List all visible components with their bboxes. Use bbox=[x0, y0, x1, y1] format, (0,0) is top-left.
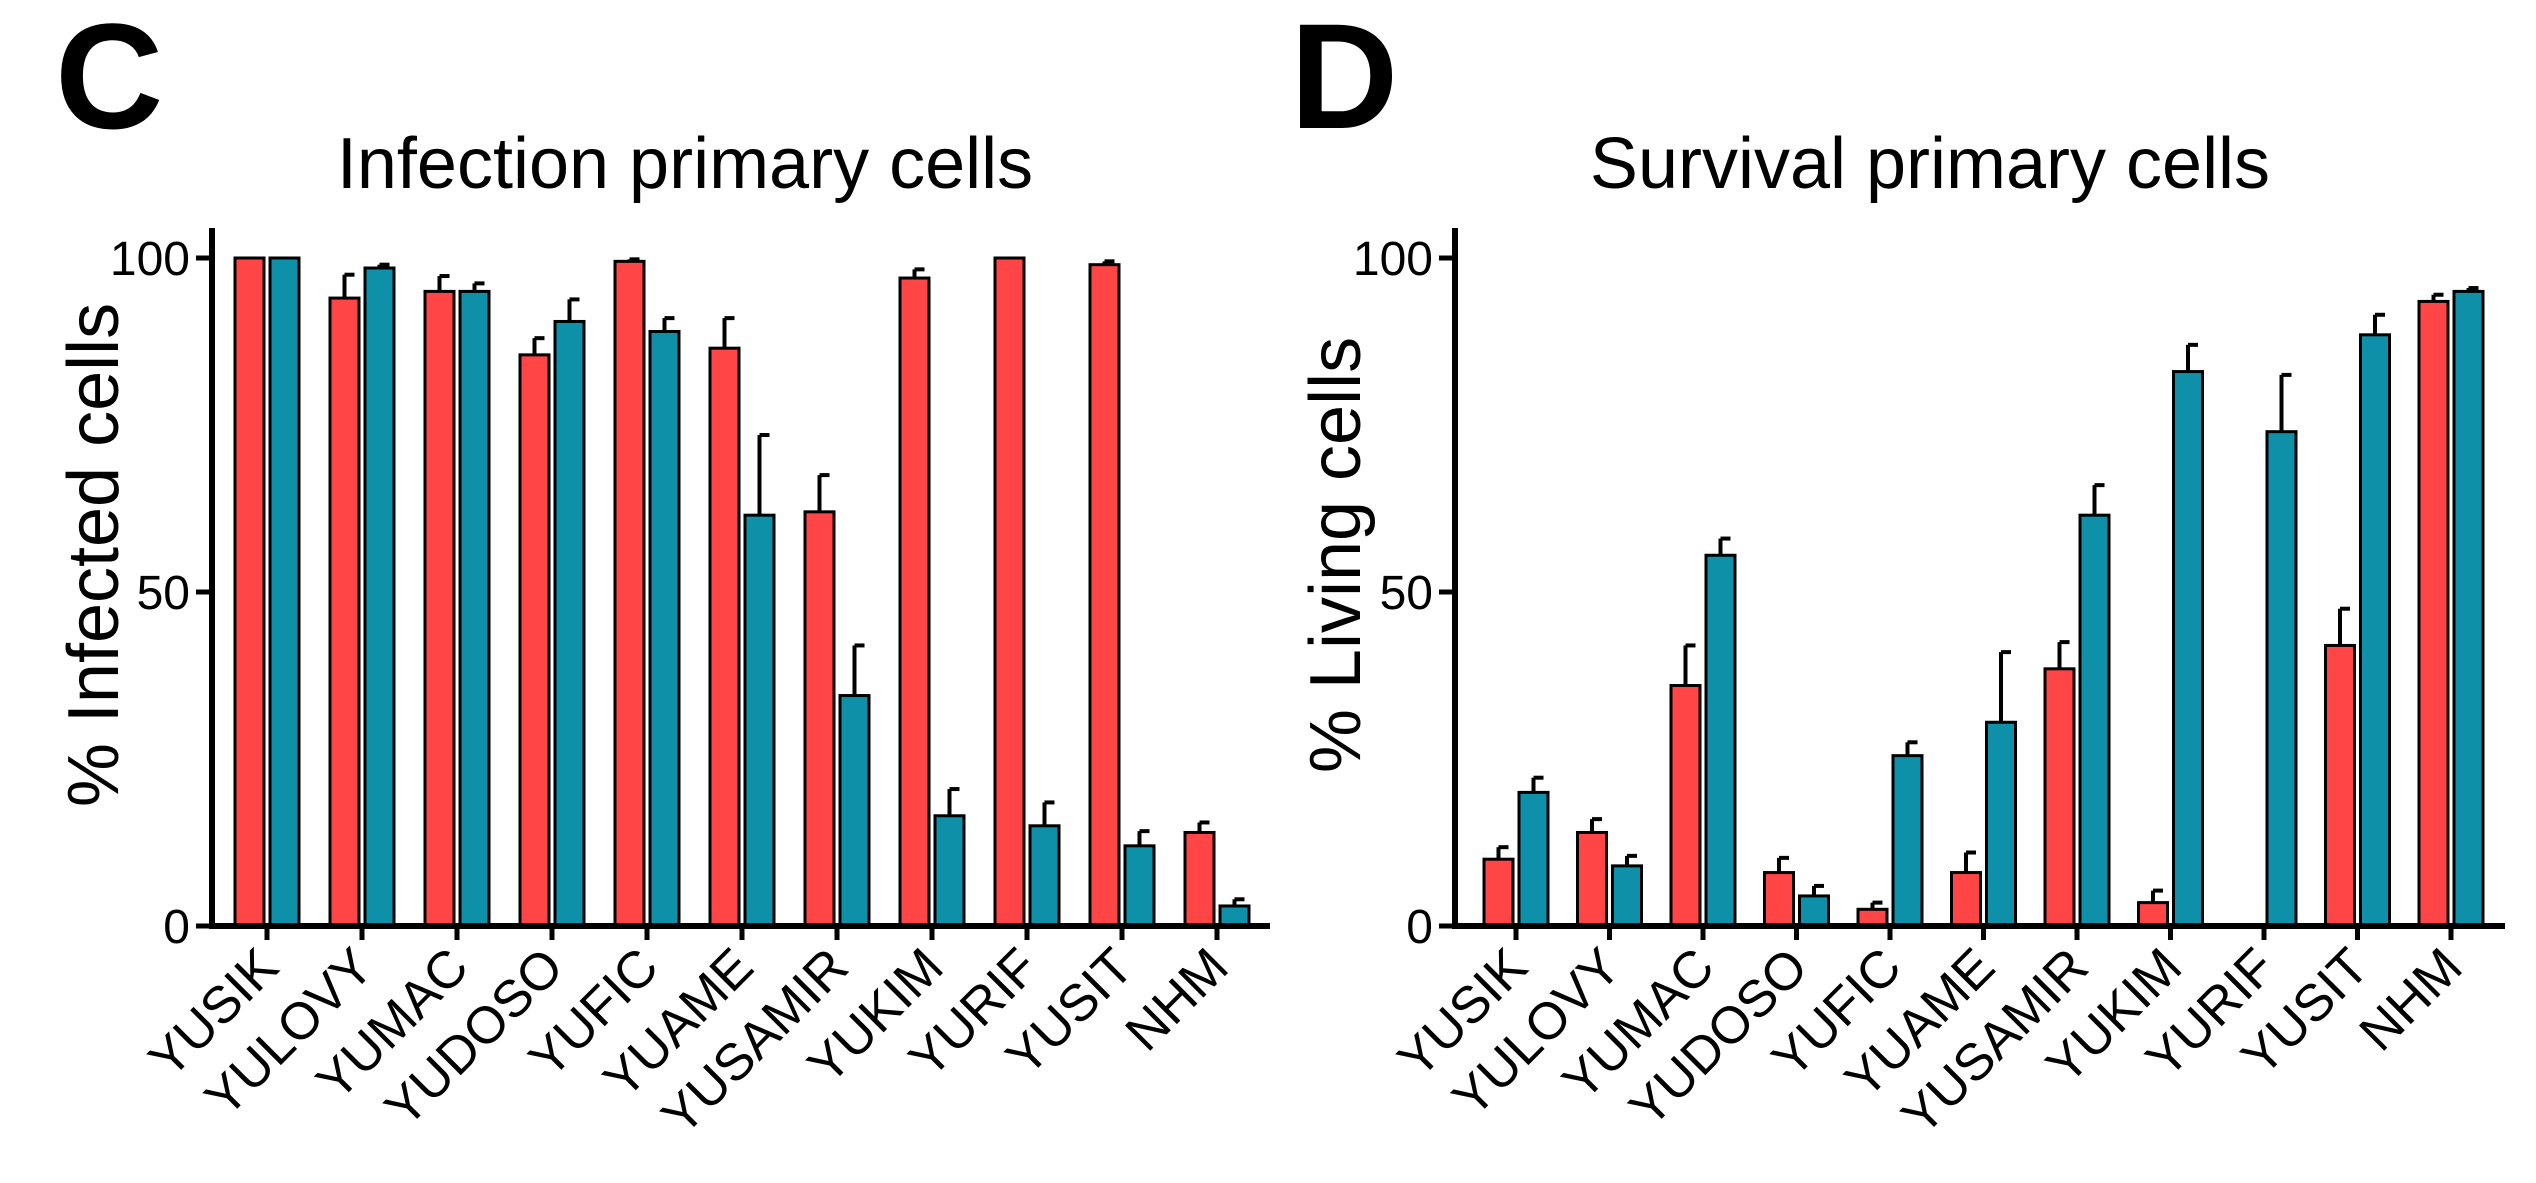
bar-2 bbox=[1028, 824, 1061, 928]
bar-2 bbox=[1517, 790, 1550, 928]
bar-1 bbox=[1088, 263, 1121, 928]
bar-1 bbox=[518, 353, 551, 928]
bar-1 bbox=[708, 346, 741, 928]
bar-2 bbox=[1218, 904, 1251, 928]
bar-1 bbox=[803, 510, 836, 928]
y-tick-label: 0 bbox=[163, 901, 190, 954]
y-tick-label: 0 bbox=[1406, 901, 1433, 954]
y-tick-label: 50 bbox=[137, 567, 190, 620]
bar-1 bbox=[1576, 830, 1608, 928]
bar-2 bbox=[743, 513, 776, 928]
y-tick-label: 50 bbox=[1380, 567, 1433, 620]
x-tick-label: NHM bbox=[1115, 937, 1240, 1062]
bar-1 bbox=[1183, 830, 1216, 928]
bar-2 bbox=[553, 319, 586, 928]
panel-d: D Survival primary cells % Living cells … bbox=[1290, 0, 2505, 1146]
bar-2 bbox=[838, 694, 871, 928]
bar-2 bbox=[648, 329, 681, 928]
bar-1 bbox=[2043, 667, 2076, 928]
bar-2 bbox=[1704, 553, 1737, 928]
x-tick-label: NHM bbox=[2349, 937, 2474, 1062]
panel-letter: D bbox=[1290, 0, 1398, 160]
bar-1 bbox=[2137, 901, 2169, 928]
bar-2 bbox=[268, 256, 301, 928]
chart-title: Survival primary cells bbox=[1590, 124, 2270, 204]
bar-1 bbox=[898, 276, 931, 928]
bar-2 bbox=[363, 266, 396, 928]
bar-1 bbox=[2324, 643, 2356, 928]
y-tick-label: 100 bbox=[110, 233, 190, 286]
bar-1 bbox=[1763, 871, 1795, 928]
bar-1 bbox=[328, 296, 361, 928]
panel-letter: C bbox=[55, 0, 163, 160]
bar-2 bbox=[1985, 720, 2017, 928]
bar-2 bbox=[1891, 754, 1924, 928]
bar-2 bbox=[2452, 289, 2485, 928]
bar-series-group: YUSIKYULOVYYUMACYUDOSOYUFICYUAMEYUSAMIRY… bbox=[110, 228, 1270, 1146]
bar-2 bbox=[458, 289, 491, 928]
bar-2 bbox=[1611, 864, 1643, 928]
bar-2 bbox=[2359, 333, 2391, 928]
bar-1 bbox=[233, 256, 266, 928]
bar-series-group: YUSIKYULOVYYUMACYUDOSOYUFICYUAMEYUSAMIRY… bbox=[1353, 228, 2505, 1146]
chart-title: Infection primary cells bbox=[337, 124, 1033, 204]
bar-1 bbox=[1482, 857, 1515, 928]
y-tick-label: 100 bbox=[1353, 233, 1433, 286]
bar-2 bbox=[1798, 894, 1830, 928]
panel-c: C Infection primary cells % Infected cel… bbox=[54, 0, 1270, 1146]
y-axis-label: % Living cells bbox=[1296, 337, 1376, 773]
bar-2 bbox=[2172, 370, 2204, 928]
y-axis-label: % Infected cells bbox=[54, 303, 134, 807]
bar-1 bbox=[613, 259, 646, 928]
bar-2 bbox=[2078, 513, 2111, 928]
bar-2 bbox=[933, 814, 966, 928]
bar-1 bbox=[993, 256, 1026, 928]
bar-2 bbox=[1123, 844, 1156, 928]
bar-1 bbox=[2417, 299, 2450, 928]
bar-1 bbox=[423, 289, 456, 928]
bar-2 bbox=[2265, 430, 2298, 928]
bar-1 bbox=[1669, 684, 1702, 928]
bar-1 bbox=[1950, 871, 1982, 928]
